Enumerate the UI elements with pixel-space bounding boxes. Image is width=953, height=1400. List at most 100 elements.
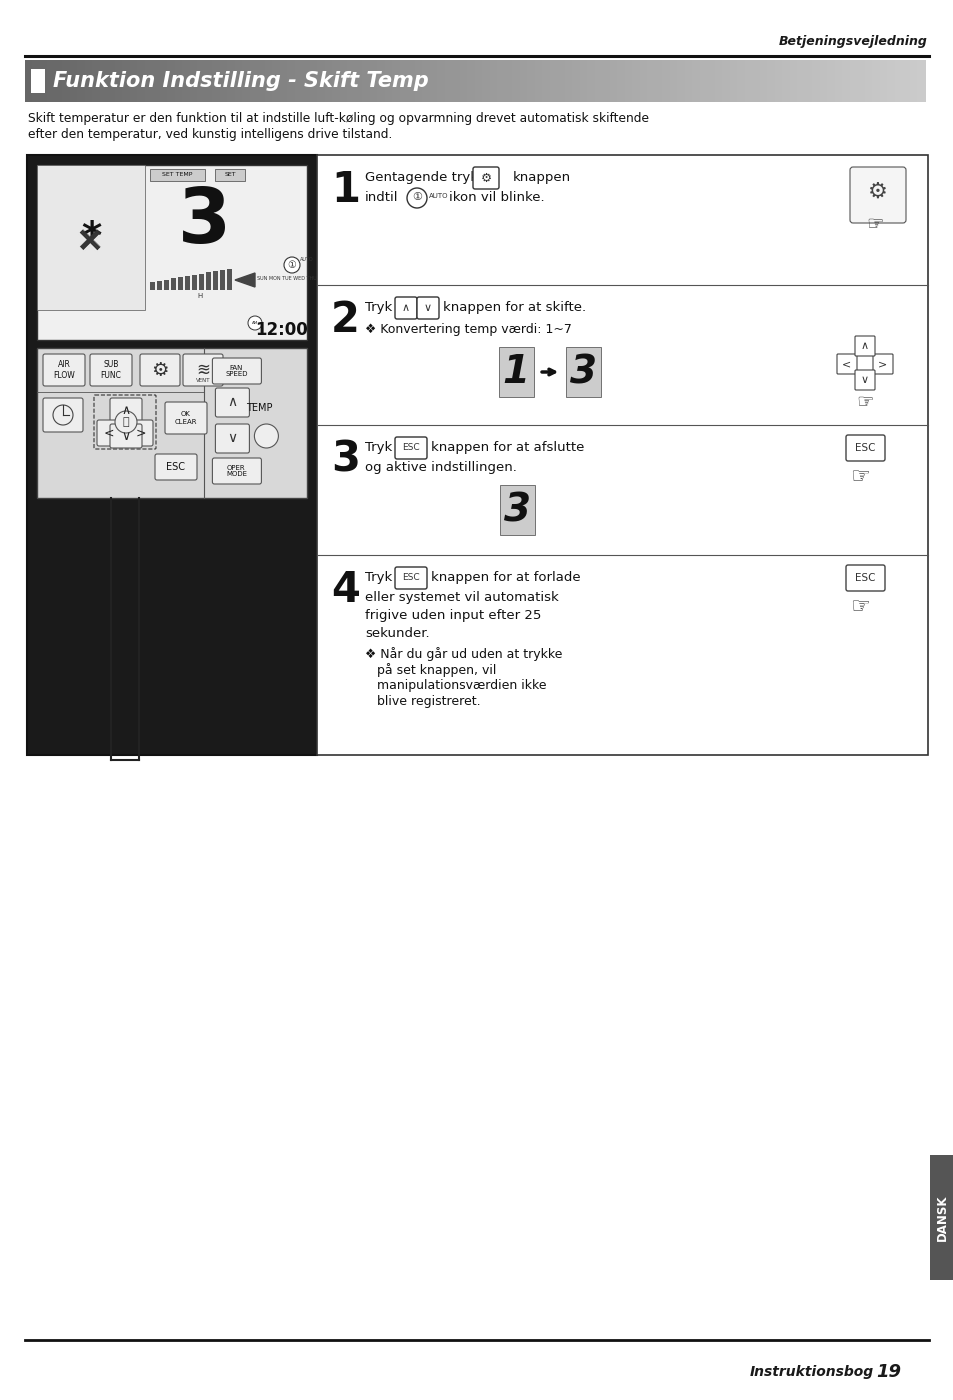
Bar [894, 60, 902, 102]
Text: SET: SET [224, 172, 235, 178]
Text: ≋: ≋ [196, 361, 210, 379]
Bar [812, 60, 820, 102]
Bar [178, 277, 183, 290]
Bar [85, 60, 93, 102]
Bar [250, 60, 258, 102]
Text: 3: 3 [569, 353, 596, 391]
Bar [25, 60, 33, 102]
FancyBboxPatch shape [845, 435, 884, 461]
Bar [377, 60, 385, 102]
Bar [192, 274, 196, 290]
Text: VENT: VENT [195, 378, 210, 382]
Text: indtil: indtil [365, 190, 398, 204]
Bar [804, 60, 813, 102]
FancyBboxPatch shape [213, 458, 261, 484]
FancyBboxPatch shape [395, 567, 427, 589]
Bar [206, 273, 211, 290]
Text: AM: AM [252, 321, 258, 325]
Circle shape [115, 412, 137, 433]
Text: ∨: ∨ [227, 431, 237, 445]
Text: ∨: ∨ [860, 375, 868, 385]
FancyBboxPatch shape [849, 167, 905, 223]
Bar [55, 60, 63, 102]
Text: ∧: ∧ [860, 342, 868, 351]
Bar [767, 60, 775, 102]
Bar [917, 60, 924, 102]
Bar [362, 60, 371, 102]
Bar [565, 347, 600, 398]
Text: SUN MON TUE WED THU: SUN MON TUE WED THU [256, 276, 316, 281]
FancyBboxPatch shape [395, 297, 416, 319]
Bar [587, 60, 596, 102]
Bar [849, 60, 858, 102]
FancyBboxPatch shape [872, 354, 892, 374]
Bar [115, 60, 123, 102]
Bar [557, 60, 565, 102]
Bar [280, 60, 288, 102]
Bar [857, 60, 865, 102]
Bar [490, 60, 497, 102]
Text: >: > [135, 427, 146, 440]
FancyBboxPatch shape [165, 402, 207, 434]
Bar [205, 60, 213, 102]
Bar [729, 60, 738, 102]
Bar [227, 269, 232, 290]
Bar [145, 60, 153, 102]
FancyBboxPatch shape [473, 167, 498, 189]
Bar [692, 60, 700, 102]
FancyBboxPatch shape [90, 354, 132, 386]
Text: ⚙: ⚙ [867, 182, 887, 202]
Bar [789, 60, 798, 102]
Bar [37, 165, 307, 340]
Text: Betjeningsvejledning: Betjeningsvejledning [779, 35, 927, 48]
Text: Tryk: Tryk [365, 441, 392, 454]
Bar [475, 60, 483, 102]
Bar [157, 281, 162, 290]
Bar [185, 276, 190, 290]
Text: ☞: ☞ [856, 393, 873, 412]
Bar [92, 60, 101, 102]
Bar [661, 60, 670, 102]
Text: Skift temperatur er den funktion til at indstille luft-køling og opvarmning drev: Skift temperatur er den funktion til at … [28, 112, 648, 125]
Bar [333, 60, 340, 102]
Text: ⚙: ⚙ [152, 360, 169, 379]
Bar [826, 60, 835, 102]
FancyBboxPatch shape [215, 388, 249, 417]
Bar [714, 60, 722, 102]
FancyBboxPatch shape [395, 437, 427, 459]
Text: H: H [197, 293, 202, 300]
Bar [579, 60, 588, 102]
Bar [347, 60, 355, 102]
Text: *: * [81, 218, 101, 256]
Bar [684, 60, 693, 102]
Bar [77, 60, 86, 102]
Text: ∧: ∧ [401, 302, 410, 314]
Bar [422, 60, 431, 102]
Bar [834, 60, 842, 102]
Bar [160, 60, 168, 102]
Bar [624, 60, 633, 102]
Bar [257, 60, 266, 102]
Bar [48, 60, 55, 102]
Bar [164, 280, 169, 290]
Bar [370, 60, 378, 102]
Text: Gentagende tryk: Gentagende tryk [365, 171, 477, 183]
Text: efter den temperatur, ved kunstig intelligens drive tilstand.: efter den temperatur, ved kunstig intell… [28, 127, 392, 141]
Bar [437, 60, 445, 102]
Bar [467, 60, 476, 102]
FancyBboxPatch shape [215, 424, 249, 454]
Bar [234, 60, 243, 102]
Text: ❖ Når du går ud uden at trykke: ❖ Når du går ud uden at trykke [365, 647, 561, 661]
Text: 12:00: 12:00 [255, 321, 308, 339]
Bar [325, 60, 333, 102]
Bar [355, 60, 363, 102]
Polygon shape [234, 273, 254, 287]
Bar [886, 60, 895, 102]
Bar [130, 60, 138, 102]
Bar [122, 60, 131, 102]
Bar [199, 273, 204, 290]
Text: TEMP: TEMP [246, 403, 273, 413]
Bar [137, 60, 146, 102]
Text: ∧: ∧ [121, 403, 131, 417]
Bar [37, 165, 145, 309]
